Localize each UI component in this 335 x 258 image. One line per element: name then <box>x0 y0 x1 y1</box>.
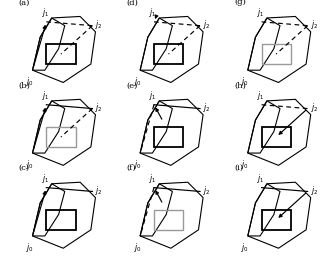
Text: (g): (g) <box>234 0 246 6</box>
Bar <box>154 44 183 64</box>
Text: (h): (h) <box>234 81 246 89</box>
Bar <box>262 44 291 64</box>
Text: $j_0$: $j_0$ <box>242 240 250 254</box>
Text: $j_1$: $j_1$ <box>149 89 157 102</box>
Text: $j_2$: $j_2$ <box>203 18 211 31</box>
Text: $j_0$: $j_0$ <box>26 75 34 88</box>
Text: $j_0$: $j_0$ <box>134 240 142 254</box>
Text: $j_1$: $j_1$ <box>149 172 157 184</box>
Text: $j_1$: $j_1$ <box>257 172 265 184</box>
Text: $j_0$: $j_0$ <box>134 158 142 171</box>
Bar <box>46 210 75 230</box>
Text: $j_2$: $j_2$ <box>311 18 319 31</box>
Bar <box>46 127 75 147</box>
Text: $j_1$: $j_1$ <box>42 172 50 184</box>
Text: (e): (e) <box>126 81 138 89</box>
Text: $j_2$: $j_2$ <box>311 184 319 197</box>
Text: $j_2$: $j_2$ <box>203 101 211 114</box>
Text: $j_2$: $j_2$ <box>95 184 103 197</box>
Text: $j_1$: $j_1$ <box>257 89 265 102</box>
Text: $j_0$: $j_0$ <box>242 158 250 171</box>
Text: $j_2$: $j_2$ <box>311 101 319 114</box>
Text: (d): (d) <box>126 0 138 6</box>
Text: (b): (b) <box>19 81 30 89</box>
Text: $j_2$: $j_2$ <box>95 101 103 114</box>
Text: (f): (f) <box>126 164 136 172</box>
Bar <box>46 44 75 64</box>
Text: $j_1$: $j_1$ <box>149 6 157 19</box>
Text: $j_1$: $j_1$ <box>42 6 50 19</box>
Text: $j_1$: $j_1$ <box>42 89 50 102</box>
Text: $j_0$: $j_0$ <box>26 158 34 171</box>
Text: $j_2$: $j_2$ <box>95 18 103 31</box>
Bar <box>262 210 291 230</box>
Text: $j_0$: $j_0$ <box>134 75 142 88</box>
Text: $j_0$: $j_0$ <box>26 240 34 254</box>
Bar <box>262 127 291 147</box>
Text: (a): (a) <box>19 0 30 6</box>
Text: $j_1$: $j_1$ <box>257 6 265 19</box>
Text: $j_2$: $j_2$ <box>203 184 211 197</box>
Bar <box>154 127 183 147</box>
Text: (c): (c) <box>19 164 30 172</box>
Bar <box>154 210 183 230</box>
Text: $j_0$: $j_0$ <box>242 75 250 88</box>
Text: (i): (i) <box>234 164 243 172</box>
